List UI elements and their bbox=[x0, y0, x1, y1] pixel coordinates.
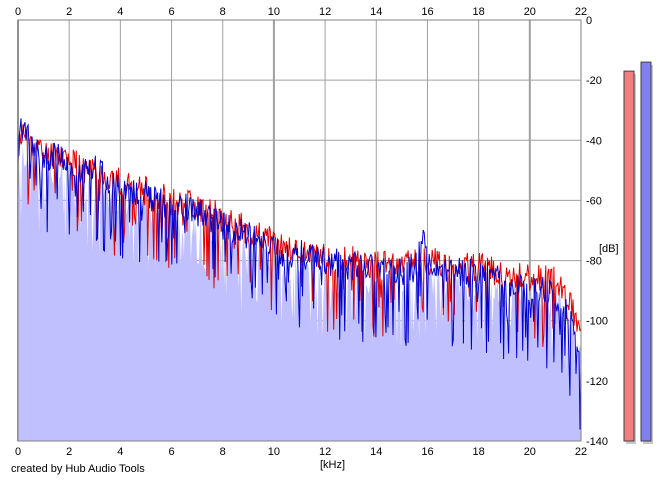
y-tick-label: -100 bbox=[586, 316, 608, 328]
level-meter-bar bbox=[623, 70, 635, 442]
x-tick-label-top: 0 bbox=[15, 6, 21, 18]
x-tick-label-bottom: 22 bbox=[575, 446, 587, 458]
spectrum-area bbox=[18, 144, 581, 442]
x-tick-label-bottom: 8 bbox=[220, 446, 226, 458]
x-tick-label-bottom: 6 bbox=[168, 446, 174, 458]
x-tick-label-bottom: 2 bbox=[66, 446, 72, 458]
x-tick-label-top: 6 bbox=[168, 6, 174, 18]
y-tick-label: -40 bbox=[586, 135, 602, 147]
x-tick-label-bottom: 16 bbox=[421, 446, 433, 458]
x-tick-label-bottom: 18 bbox=[473, 446, 485, 458]
spectrum-line-1 bbox=[17, 118, 582, 430]
y-tick-label: -120 bbox=[586, 376, 608, 388]
spectrum-fill bbox=[18, 144, 581, 442]
x-tick-label-bottom: 14 bbox=[370, 446, 382, 458]
level-meter-bar bbox=[640, 61, 652, 442]
x-tick-label-top: 20 bbox=[524, 6, 536, 18]
x-tick-label-bottom: 10 bbox=[268, 446, 280, 458]
x-tick-label-top: 10 bbox=[268, 6, 280, 18]
x-tick-label-bottom: 12 bbox=[319, 446, 331, 458]
y-tick-label: -60 bbox=[586, 195, 602, 207]
y-tick-label: -140 bbox=[586, 436, 608, 448]
x-tick-label-top: 12 bbox=[319, 6, 331, 18]
y-axis-label: [dB] bbox=[599, 243, 619, 255]
y-tick-label: 0 bbox=[586, 15, 592, 27]
axis-ticks: 002244668810101212141416161818202022220-… bbox=[15, 6, 608, 458]
plot-frame bbox=[17, 19, 582, 442]
spectrum-series bbox=[17, 118, 582, 430]
level-meters bbox=[623, 61, 653, 444]
x-tick-label-top: 16 bbox=[421, 6, 433, 18]
x-tick-label-top: 18 bbox=[473, 6, 485, 18]
x-tick-label-bottom: 4 bbox=[117, 446, 123, 458]
x-tick-label-top: 8 bbox=[220, 6, 226, 18]
y-tick-label: -20 bbox=[586, 75, 602, 87]
x-tick-label-top: 2 bbox=[66, 6, 72, 18]
x-tick-label-bottom: 0 bbox=[15, 446, 21, 458]
x-tick-label-top: 22 bbox=[575, 6, 587, 18]
x-tick-label-bottom: 20 bbox=[524, 446, 536, 458]
x-axis-label: [kHz] bbox=[320, 459, 345, 471]
x-tick-label-top: 4 bbox=[117, 6, 123, 18]
credit-text: created by Hub Audio Tools bbox=[11, 463, 145, 475]
y-tick-label: -80 bbox=[586, 256, 602, 268]
x-tick-label-top: 14 bbox=[370, 6, 382, 18]
